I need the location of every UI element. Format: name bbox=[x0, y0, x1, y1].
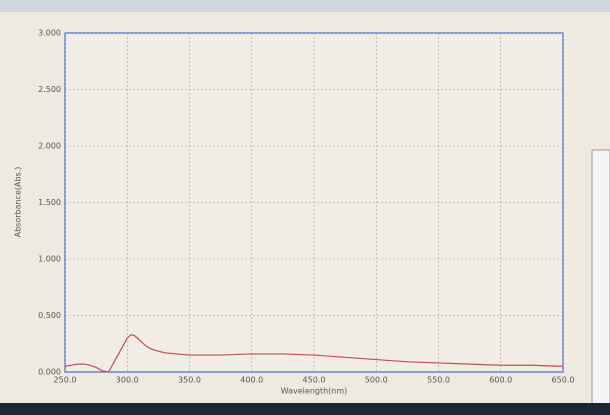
x-tick-label: 650.0 bbox=[552, 376, 575, 385]
y-tick-label: 3.000 bbox=[38, 29, 61, 38]
title-bar bbox=[0, 0, 610, 12]
x-tick-label: 600.0 bbox=[489, 376, 512, 385]
y-tick-label: 1.000 bbox=[38, 255, 61, 264]
y-tick-label: 2.500 bbox=[38, 85, 61, 94]
page: Absorbance(Abs.) Wavelength(nm) 0.0000.5… bbox=[0, 0, 610, 415]
y-tick-label: 1.500 bbox=[38, 198, 61, 207]
taskbar bbox=[0, 403, 610, 415]
chart: Absorbance(Abs.) Wavelength(nm) 0.0000.5… bbox=[0, 0, 610, 415]
x-axis-label: Wavelength(nm) bbox=[281, 387, 348, 396]
x-tick-label: 250.0 bbox=[54, 376, 77, 385]
x-tick-label: 400.0 bbox=[240, 376, 263, 385]
y-tick-label: 0.500 bbox=[38, 311, 61, 320]
side-panel bbox=[592, 150, 610, 405]
x-tick-label: 450.0 bbox=[303, 376, 326, 385]
y-axis-label: Absorbance(Abs.) bbox=[14, 167, 23, 238]
x-tick-label: 500.0 bbox=[365, 376, 388, 385]
x-tick-label: 550.0 bbox=[427, 376, 450, 385]
y-tick-label: 2.000 bbox=[38, 142, 61, 151]
x-tick-label: 300.0 bbox=[116, 376, 139, 385]
x-tick-label: 350.0 bbox=[178, 376, 201, 385]
